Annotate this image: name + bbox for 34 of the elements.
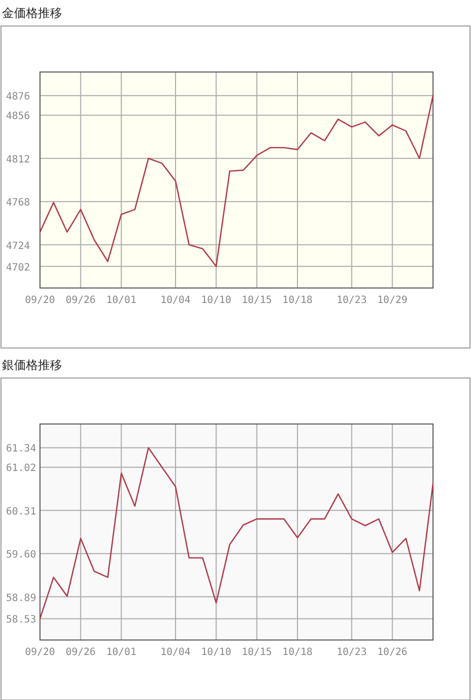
- y-tick-label: 4856: [6, 111, 30, 122]
- x-tick-label: 09/20: [24, 295, 56, 306]
- x-tick-label: 10/26: [377, 647, 408, 658]
- x-tick-label: 10/15: [242, 295, 272, 306]
- x-tick-label: 10/18: [282, 647, 313, 658]
- x-tick-label: 10/01: [106, 647, 136, 658]
- y-tick-label: 4876: [6, 92, 30, 103]
- x-tick-label: 10/23: [336, 647, 367, 658]
- chart-title: 金価格推移: [2, 6, 62, 20]
- x-tick-label: 10/18: [282, 295, 313, 306]
- x-tick-label: 09/26: [66, 647, 96, 658]
- x-tick-label: 09/20: [24, 647, 56, 658]
- y-tick-label: 61.02: [6, 463, 36, 474]
- y-tick-label: 4812: [6, 154, 30, 166]
- x-tick-label: 10/01: [106, 295, 136, 306]
- y-tick-label: 4724: [6, 240, 30, 252]
- x-tick-label: 10/10: [201, 295, 232, 306]
- line-series: [39, 447, 434, 620]
- y-tick-label: 4768: [6, 198, 30, 209]
- x-tick-label: 10/04: [160, 295, 191, 306]
- x-tick-label: 10/23: [336, 295, 367, 306]
- y-tick-label: 58.53: [6, 614, 36, 626]
- y-tick-label: 61.34: [6, 444, 36, 455]
- x-tick-label: 10/04: [160, 647, 191, 658]
- x-tick-label: 10/10: [201, 647, 232, 658]
- x-tick-label: 10/15: [242, 647, 272, 658]
- x-tick-label: 09/26: [66, 295, 96, 306]
- y-tick-label: 58.89: [6, 592, 36, 604]
- y-tick-label: 60.31: [6, 506, 36, 518]
- chart-title: 銀価格推移: [2, 358, 62, 372]
- line-series: [39, 94, 434, 268]
- y-tick-label: 59.60: [6, 550, 36, 561]
- x-tick-label: 10/29: [377, 295, 408, 306]
- y-tick-label: 4702: [6, 262, 30, 274]
